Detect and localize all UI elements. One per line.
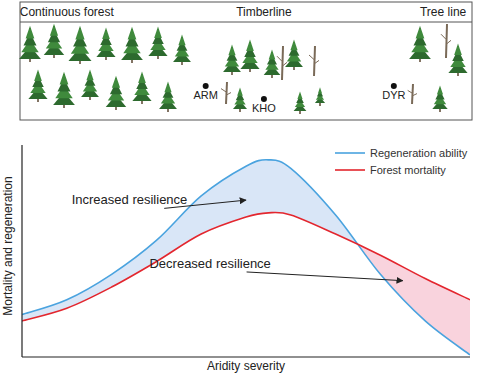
branch — [446, 40, 451, 44]
foliage — [26, 26, 35, 39]
trunk — [282, 46, 283, 80]
site-label: DYR — [382, 89, 405, 101]
annotation-arrow — [164, 200, 246, 208]
foliage — [112, 76, 120, 88]
tree — [233, 87, 247, 112]
site-label-bg — [380, 89, 408, 101]
foliage — [290, 40, 297, 51]
tree — [315, 87, 325, 106]
site-label-bg — [250, 102, 278, 114]
foliage — [318, 87, 322, 93]
tree — [132, 72, 151, 104]
foliage — [102, 28, 110, 39]
foliage — [416, 26, 425, 39]
dead-tree — [221, 82, 231, 104]
tree — [28, 70, 47, 102]
legend-swatch — [335, 152, 365, 154]
zone-label: Timberline — [236, 5, 292, 19]
series-line — [22, 160, 470, 355]
branch — [277, 56, 282, 61]
y-axis — [21, 145, 22, 357]
zone-label: Tree line — [420, 5, 467, 19]
branch — [309, 55, 314, 60]
tree — [44, 24, 64, 58]
zone-label: Continuous forest — [20, 5, 115, 19]
foliage — [50, 24, 58, 36]
foliage — [269, 50, 276, 60]
y-axis-label: Mortality and regeneration — [1, 176, 15, 315]
site-label: KHO — [252, 102, 276, 114]
site-label: ARM — [193, 89, 217, 101]
foliage — [454, 44, 462, 55]
decreased-resilience-area — [358, 244, 470, 355]
tree — [53, 72, 75, 108]
tree — [285, 40, 303, 70]
branch — [412, 94, 417, 96]
branch — [226, 93, 231, 96]
dead-tree — [277, 46, 287, 80]
x-axis — [22, 356, 470, 357]
foliage — [246, 40, 254, 51]
trunk — [226, 82, 227, 104]
foliage — [154, 27, 162, 38]
tree — [68, 26, 91, 64]
tree — [96, 28, 115, 60]
branch — [282, 62, 287, 66]
tree — [173, 35, 191, 65]
trunk — [446, 24, 447, 58]
figure: Continuous forest Timberline Tree line ARM K… — [0, 0, 480, 374]
foliage — [138, 72, 146, 83]
foliage — [34, 70, 42, 81]
tree — [448, 44, 467, 76]
foliage — [60, 72, 69, 85]
panel-divider — [20, 22, 472, 23]
tree — [159, 82, 177, 112]
foliage — [237, 87, 243, 95]
legend-label: Regeneration ability — [370, 147, 468, 159]
landscape-panel: Continuous forest Timberline Tree line ARM K… — [19, 2, 472, 120]
axes — [22, 145, 470, 357]
annotation-text: Increased resilience — [72, 192, 188, 207]
foliage — [164, 82, 171, 93]
foliage — [86, 70, 93, 81]
foliage — [128, 27, 137, 40]
foliage — [75, 26, 84, 40]
dead-tree — [441, 24, 451, 58]
tree — [409, 26, 431, 62]
legend: Regeneration ability Forest mortality — [335, 147, 468, 176]
panel-frame — [20, 2, 472, 120]
x-axis-label: Aridity severity — [207, 359, 285, 373]
branch — [314, 60, 319, 64]
legend-label: Forest mortality — [370, 164, 446, 176]
tree — [121, 27, 143, 63]
site-label-bg — [192, 89, 220, 101]
series-line — [22, 212, 470, 321]
plot-area — [22, 160, 470, 355]
tree — [264, 50, 281, 78]
annotations: Increased resilience Decreased resilience — [72, 192, 403, 280]
tree — [19, 26, 41, 62]
foliage — [437, 85, 443, 94]
chart: Continuous forest Timberline Tree line ARM K… — [0, 0, 480, 374]
trunk — [314, 46, 315, 76]
tree — [81, 70, 99, 100]
branch — [221, 89, 226, 92]
tree — [240, 40, 259, 72]
foliage — [297, 91, 302, 99]
annotation-text: Decreased resilience — [149, 256, 270, 271]
dead-tree — [309, 46, 319, 76]
resilience-areas — [22, 160, 470, 355]
branch — [441, 34, 446, 39]
tree — [294, 91, 307, 114]
tree — [432, 85, 447, 112]
legend-swatch — [335, 169, 365, 171]
trunk — [412, 84, 413, 104]
foliage — [228, 45, 235, 56]
tree — [106, 76, 126, 110]
annotation-arrow — [247, 272, 403, 281]
tree — [148, 27, 167, 59]
dead-tree — [407, 84, 417, 104]
tree — [223, 45, 241, 75]
foliage — [178, 35, 185, 46]
